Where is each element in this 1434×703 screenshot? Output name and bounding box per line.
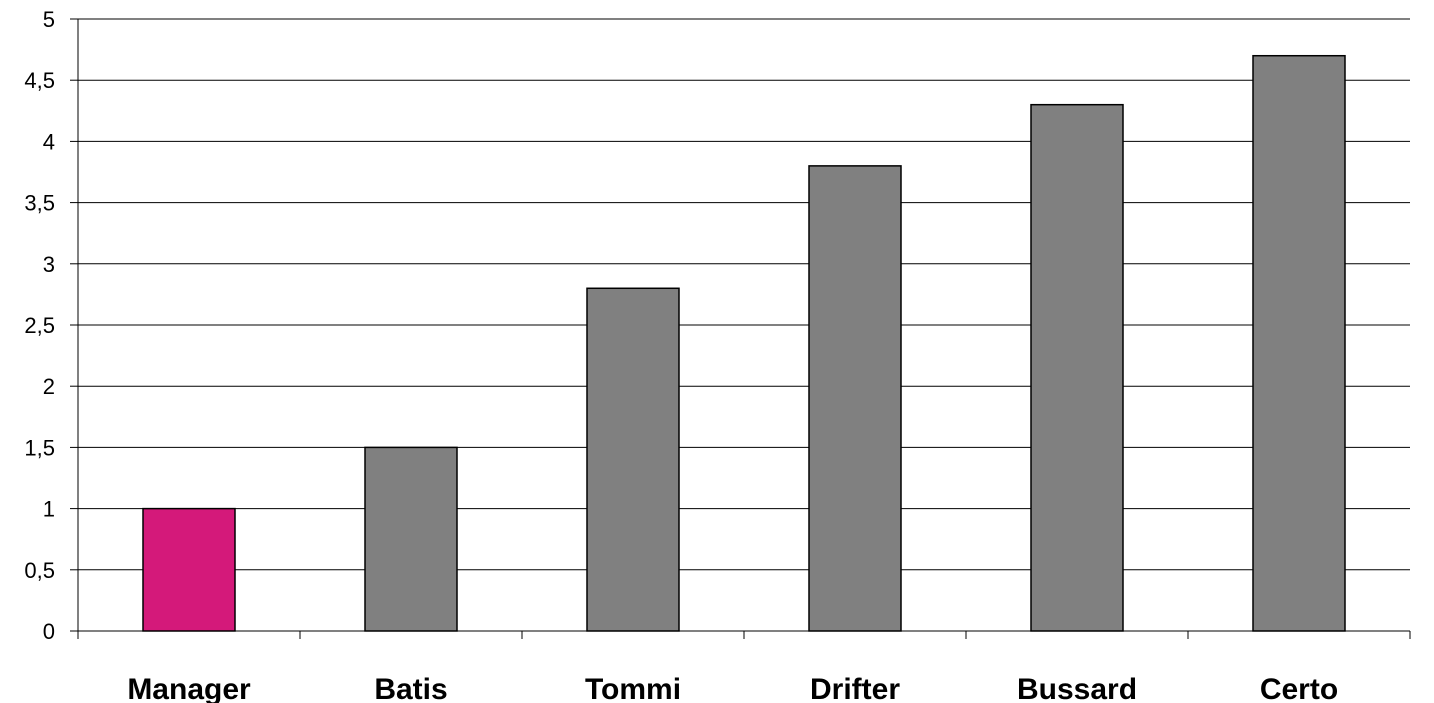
x-tick-label: Batis xyxy=(374,673,447,703)
bar-manager xyxy=(142,507,236,632)
y-tick-label: 4 xyxy=(43,129,55,154)
x-tick-label: Tommi xyxy=(585,673,681,703)
axes xyxy=(70,18,1411,639)
y-tick-label: 0,5 xyxy=(24,558,55,583)
bars xyxy=(142,54,1346,632)
y-tick-label: 2 xyxy=(43,374,55,399)
bar-batis xyxy=(364,446,458,632)
bar-bussard xyxy=(1030,103,1124,632)
y-tick-label: 1 xyxy=(43,497,55,522)
x-axis-tick-labels: Manager Batis Tommi Drifter Bussard Certo xyxy=(127,673,1338,703)
bar-drifter xyxy=(808,165,902,632)
y-axis-tick-labels: 0 0,5 1 1,5 2 2,5 3 3,5 4 4,5 5 xyxy=(24,7,55,644)
y-tick-label: 3 xyxy=(43,252,55,277)
y-tick-label: 4,5 xyxy=(24,68,55,93)
y-tick-label: 0 xyxy=(43,619,55,644)
x-tick-label: Manager xyxy=(127,673,251,703)
gridlines xyxy=(78,18,1410,571)
x-tick-label: Certo xyxy=(1260,673,1338,703)
y-tick-label: 5 xyxy=(43,7,55,32)
bar-certo xyxy=(1252,54,1346,632)
x-tick-label: Bussard xyxy=(1017,673,1137,703)
bar-tommi xyxy=(586,287,680,632)
y-tick-label: 1,5 xyxy=(24,435,55,460)
y-tick-label: 2,5 xyxy=(24,313,55,338)
y-tick-label: 3,5 xyxy=(24,191,55,216)
x-tick-label: Drifter xyxy=(810,673,900,703)
